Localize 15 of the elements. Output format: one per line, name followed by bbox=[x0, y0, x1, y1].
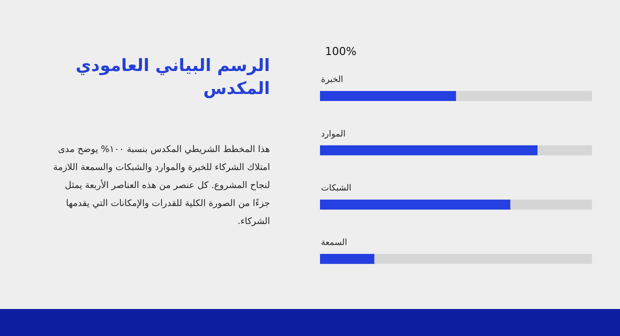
bar bbox=[538, 145, 592, 156]
y-tick-label: السمعة bbox=[321, 238, 348, 248]
bar bbox=[320, 145, 538, 156]
bar bbox=[374, 254, 592, 264]
text: هذا المخطط الشريطي المكدس بنسبة ١٠٠% يوضح مدى امتلاك الشركاء للخبرة والموارد والشبكات والسمعة اللازمة لنجاح المشروع. كل عنصر من هذه العناصر الأربعة يمثل جزءًا من الصورة الكلية للقدرات والإمكانات التي يقدمها الشركاء. bbox=[52, 144, 270, 229]
bar bbox=[320, 91, 456, 101]
bar bbox=[320, 200, 510, 210]
text: الرسم البياني العامودي المكدس bbox=[74, 55, 270, 101]
bar bbox=[510, 200, 592, 210]
bar bbox=[456, 91, 592, 101]
bar bbox=[320, 254, 374, 264]
y-tick-label: الشبكات bbox=[321, 184, 352, 194]
annotation: 100% bbox=[325, 45, 356, 58]
y-tick-label: الموارد bbox=[321, 129, 346, 140]
y-tick-label: الخبرة bbox=[321, 75, 344, 85]
